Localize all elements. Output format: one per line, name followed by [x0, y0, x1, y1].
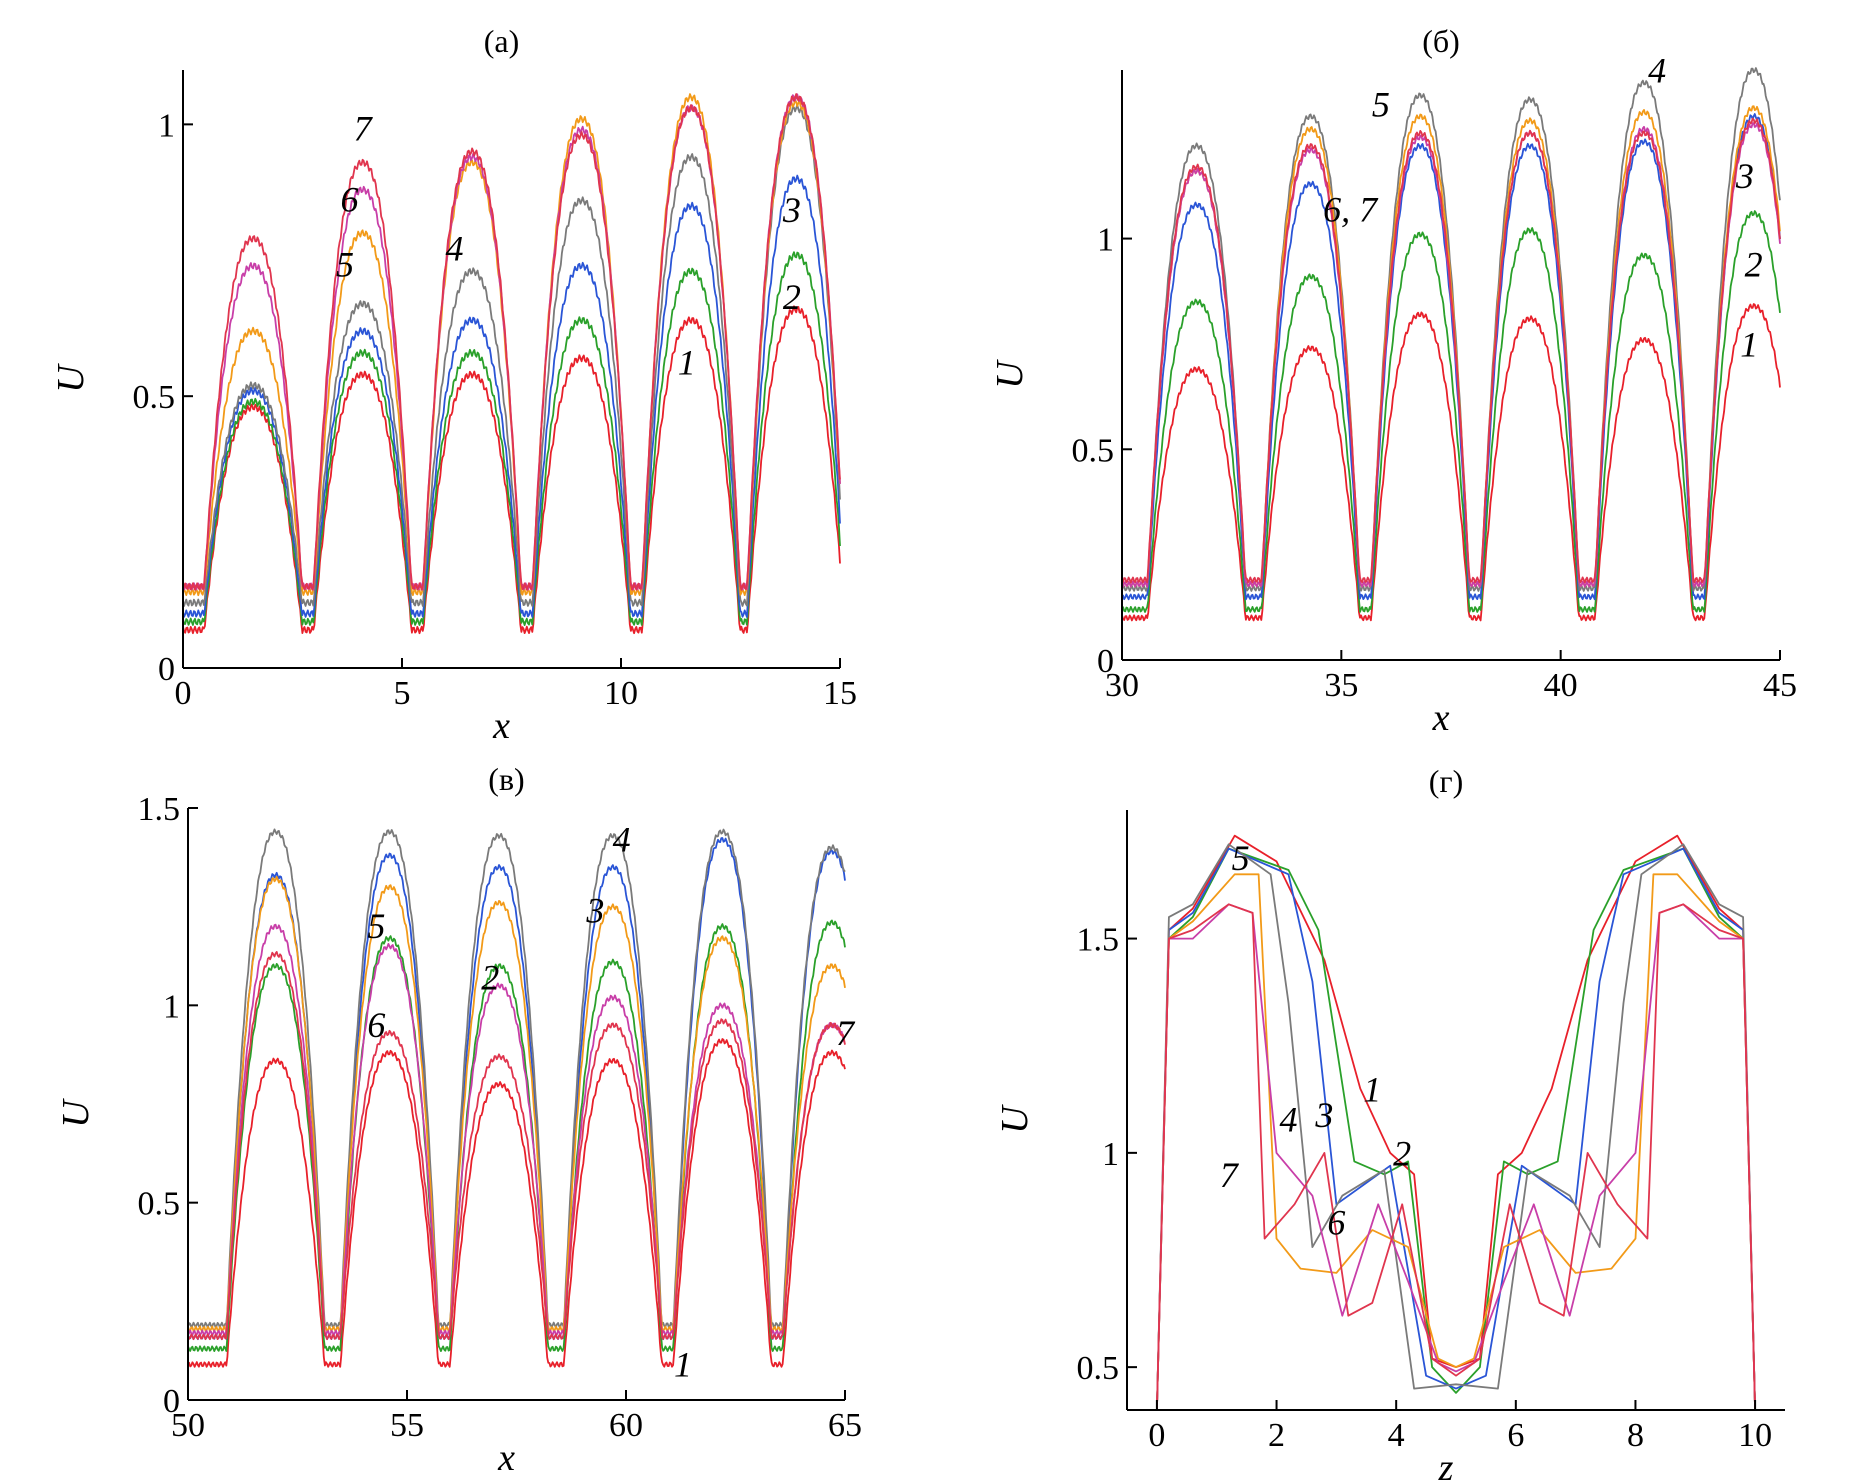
curve-label-67: 6, 7	[1323, 190, 1379, 230]
series-6-line	[187, 923, 846, 1337]
panel-title: (а)	[484, 23, 520, 59]
y-tick-label: 0	[1097, 643, 1114, 680]
curve-label-2: 2	[481, 958, 499, 998]
x-tick-label: 60	[609, 1407, 643, 1444]
curve-label-7: 7	[354, 109, 374, 149]
x-tick-label: 8	[1627, 1417, 1644, 1454]
x-tick-label: 0	[1148, 1417, 1165, 1454]
curve-label-2: 2	[1393, 1134, 1411, 1174]
curve-label-4: 4	[1648, 51, 1666, 91]
y-axis-label: U	[50, 363, 92, 393]
y-tick-label: 0.5	[1072, 432, 1115, 469]
x-tick-label: 50	[171, 1407, 205, 1444]
y-tick-label: 1	[1097, 222, 1114, 259]
panel-a: 0 5 10 15 0 0.5 1 (а) x U 7 6 5 4 3 2 1	[50, 23, 857, 747]
series-3-line	[1156, 847, 1756, 1411]
panel-b: 30 35 40 45 0 0.5 1 (б) x U 5 4 6, 7 3 2 1	[989, 23, 1797, 739]
curve-label-3: 3	[782, 190, 801, 230]
series-7-line	[1156, 903, 1756, 1411]
y-tick-label: 0	[158, 651, 175, 688]
y-axis-label: U	[989, 359, 1031, 389]
x-tick-label: 65	[828, 1407, 862, 1444]
series-7-line	[1121, 117, 1781, 584]
series-5-line	[1156, 873, 1756, 1411]
y-tick-label: 0.5	[138, 1186, 181, 1223]
series-7-line	[182, 93, 841, 591]
x-axis-label: x	[497, 1437, 515, 1479]
curve-label-4: 4	[613, 819, 631, 859]
series-2-line	[1121, 210, 1781, 613]
series-4-line	[187, 828, 846, 1329]
curve-label-1: 1	[674, 1344, 692, 1384]
plot-area	[1127, 810, 1785, 1410]
curve-label-1: 1	[1740, 325, 1758, 365]
y-tick-label: 1.5	[138, 791, 181, 828]
plot-area	[183, 70, 840, 668]
y-tick-label: 1	[1102, 1136, 1119, 1173]
x-tick-label: 2	[1268, 1417, 1285, 1454]
series-1-line	[1121, 303, 1781, 622]
curve-label-1: 1	[1363, 1069, 1381, 1109]
series-7-line	[187, 951, 846, 1341]
series-2-line	[187, 919, 846, 1352]
y-tick-label: 0	[163, 1383, 180, 1420]
x-tick-label: 0	[175, 675, 192, 712]
curve-label-4: 4	[1280, 1099, 1298, 1139]
curve-label-7: 7	[836, 1013, 856, 1053]
series-4-line	[1156, 843, 1756, 1411]
curve-label-6: 6	[1327, 1202, 1345, 1242]
x-axis-label: x	[1432, 697, 1450, 739]
curve-label-5: 5	[367, 906, 385, 946]
curve-label-4: 4	[446, 228, 464, 268]
y-tick-label: 0.5	[1077, 1350, 1120, 1387]
x-tick-label: 35	[1324, 667, 1358, 704]
panel-v: 50 55 60 65 0 0.5 1 1.5 (в) x U 4 5 3 2 6 7 1	[55, 761, 862, 1479]
series-2-line	[1156, 847, 1756, 1411]
y-axis-label: U	[994, 1104, 1036, 1134]
x-tick-label: 6	[1507, 1417, 1524, 1454]
curve-label-5: 5	[1232, 838, 1250, 878]
series-1-line	[187, 1038, 846, 1368]
x-tick-label: 40	[1544, 667, 1578, 704]
curve-label-5: 5	[336, 245, 354, 285]
curve-label-7: 7	[1220, 1155, 1240, 1195]
x-tick-label: 55	[390, 1407, 424, 1444]
x-axis-label: x	[492, 705, 510, 747]
curve-label-6: 6	[340, 179, 358, 219]
x-tick-label: 10	[604, 675, 638, 712]
curve-label-2: 2	[783, 277, 801, 317]
curve-label-5: 5	[1372, 84, 1390, 124]
y-tick-label: 0.5	[133, 379, 176, 416]
x-tick-label: 10	[1738, 1417, 1772, 1454]
curve-label-6: 6	[367, 1005, 385, 1045]
x-tick-label: 30	[1105, 667, 1139, 704]
curve-label-3: 3	[1735, 156, 1754, 196]
series-5-line	[187, 875, 846, 1333]
x-tick-label: 4	[1388, 1417, 1405, 1454]
y-tick-label: 1	[158, 107, 175, 144]
curve-label-3: 3	[585, 890, 604, 930]
y-tick-label: 1	[163, 988, 180, 1025]
curve-label-1: 1	[678, 342, 696, 382]
plot-area	[188, 808, 845, 1400]
panel-title: (б)	[1422, 23, 1460, 59]
x-axis-label: z	[1438, 1447, 1454, 1483]
x-tick-label: 15	[823, 675, 857, 712]
x-tick-label: 45	[1763, 667, 1797, 704]
y-tick-label: 1.5	[1077, 922, 1120, 959]
y-axis-label: U	[55, 1098, 97, 1128]
curve-label-3: 3	[1314, 1095, 1333, 1135]
panel-title: (в)	[488, 761, 524, 797]
panel-title: (г)	[1429, 763, 1463, 799]
curve-label-2: 2	[1745, 245, 1763, 285]
x-tick-label: 5	[394, 675, 411, 712]
series-4-line	[182, 104, 841, 607]
